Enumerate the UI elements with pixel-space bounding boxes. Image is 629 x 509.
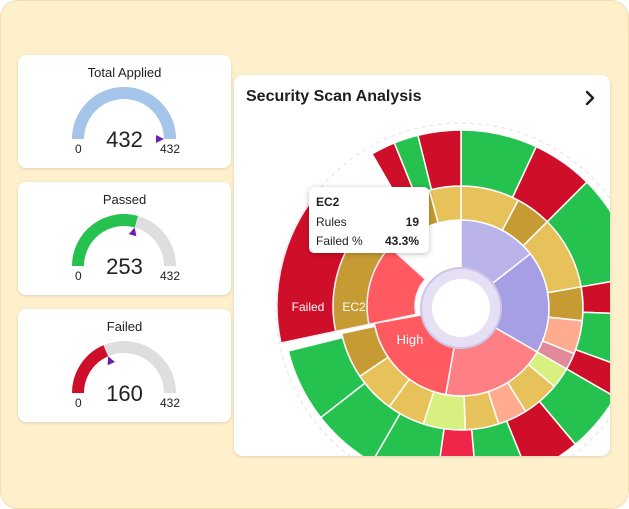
gauge-total-applied [72,87,176,143]
gauge-fill [72,345,109,394]
gauge-max: 432 [160,396,181,410]
label-failed: Failed [292,300,325,314]
tooltip-title: EC2 [316,195,340,209]
label-ec2: EC2 [342,300,366,314]
gauge-min: 0 [75,142,82,156]
gauge-max: 432 [160,142,181,156]
sunburst-outer-segment[interactable] [470,420,529,485]
gauge-marker-icon [107,356,115,366]
gauge-card-failed: Failed 160 0 432 [18,309,231,422]
tooltip-value-rules: 19 [405,215,419,229]
gauge-failed [72,341,176,394]
gauge-min: 0 [75,269,82,283]
gauge-title: Total Applied [87,65,162,80]
gauge-fill [72,87,176,140]
center-hole [432,279,490,337]
panel-title: Security Scan Analysis [246,88,422,105]
sunburst-middle-segment[interactable] [546,285,584,322]
gauge-card-passed: Passed 253 0 432 [18,182,231,295]
chevron-right-icon[interactable] [580,88,600,108]
gauge-value: 432 [106,127,143,152]
tooltip: EC2 Rules 19 Failed % 43.3% [309,187,429,253]
sunburst-outer-segment[interactable] [287,336,366,419]
sunburst-outer-segment[interactable] [417,129,462,191]
tooltip-value-failed-pct: 43.3% [384,234,419,248]
gauge-value: 160 [106,381,143,406]
gauge-card-total-applied: Total Applied 432 0 432 [18,55,231,168]
gauge-max: 432 [160,269,181,283]
gauge-marker-icon [156,135,164,143]
gauge-title: Passed [102,192,147,207]
gauge-title: Failed [106,319,143,334]
tooltip-key-failed-pct: Failed % [316,234,363,248]
gauge-passed [72,214,176,267]
label-high: High [397,332,424,347]
gauge-min: 0 [75,396,82,410]
gauge-fill [72,214,138,267]
gauge-value: 253 [106,254,143,279]
tooltip-key-rules: Rules [316,215,347,229]
gauge-marker-icon [128,227,137,237]
